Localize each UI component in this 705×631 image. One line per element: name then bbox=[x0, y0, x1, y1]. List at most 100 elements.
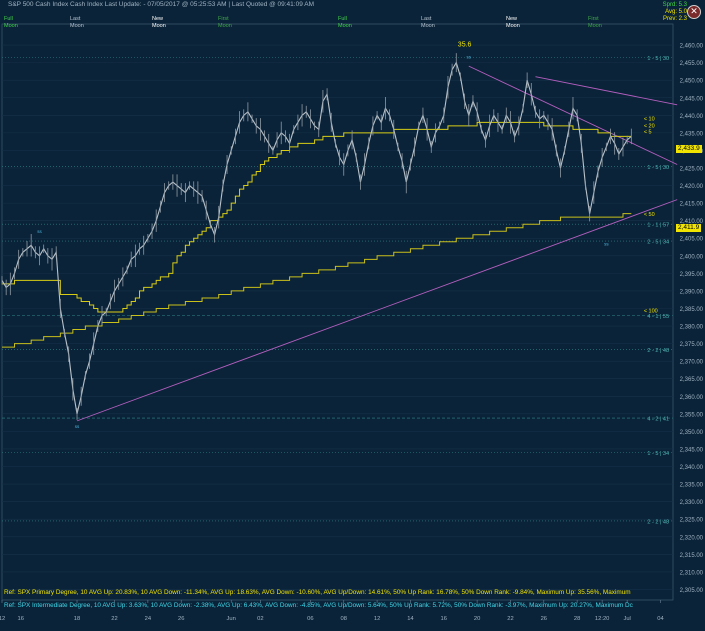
moon-phase-line2: Moon bbox=[506, 23, 520, 29]
y-tick-label: 2,305.00 bbox=[680, 588, 704, 594]
x-tick-label: 18 bbox=[74, 616, 80, 622]
y-tick-label: 2,345.00 bbox=[680, 447, 704, 453]
chart-annotation: < 100 bbox=[644, 308, 658, 314]
y-tick-label: 2,360.00 bbox=[680, 395, 704, 401]
y-tick-label: 2,340.00 bbox=[680, 465, 704, 471]
level-label: 1 - 5 | 30 bbox=[647, 165, 669, 171]
level-label: 1 - 5 | 30 bbox=[647, 56, 669, 62]
moon-phase-line2: Moon bbox=[218, 23, 232, 29]
close-icon[interactable]: ✕ bbox=[687, 5, 701, 19]
y-tick-label: 2,365.00 bbox=[680, 377, 704, 383]
y-tick-label: 2,375.00 bbox=[680, 342, 704, 348]
chart-annotation: < 5 bbox=[644, 130, 652, 136]
y-tick-label: 2,440.00 bbox=[680, 114, 704, 120]
y-tick-label: 2,415.00 bbox=[680, 202, 704, 208]
y-tick-label: 2,350.00 bbox=[680, 430, 704, 436]
moon-phase-line2: Moon bbox=[588, 23, 602, 29]
moon-phase-line1: Full bbox=[338, 16, 347, 22]
pivot-marker: ss bbox=[467, 54, 472, 59]
y-tick-label: 2,450.00 bbox=[680, 79, 704, 85]
moon-phase-label: Full Moon bbox=[4, 16, 18, 30]
level-label: 2 - 2 | 48 bbox=[647, 519, 669, 525]
x-tick-label: 02 bbox=[257, 616, 263, 622]
x-tick-label: 20 bbox=[474, 616, 480, 622]
chart-annotation: < 50 bbox=[644, 212, 655, 218]
moon-phase-label: New Moon bbox=[506, 16, 520, 30]
x-tick-label: 28 bbox=[574, 616, 580, 622]
y-tick-label: 2,445.00 bbox=[680, 96, 704, 102]
moon-phase-line1: New bbox=[506, 16, 518, 22]
y-tick-label: 2,335.00 bbox=[680, 483, 704, 489]
moon-phase-label: Full Moon bbox=[338, 16, 352, 30]
trendline bbox=[535, 76, 678, 106]
x-tick-label: 08 bbox=[341, 616, 347, 622]
y-tick-label: 2,455.00 bbox=[680, 61, 704, 67]
moon-phase-line1: First bbox=[588, 16, 599, 22]
moon-phase-line1: Last bbox=[70, 16, 81, 22]
level-label: 2 - 5 | 34 bbox=[647, 240, 669, 246]
primary-degree-reference: Ref: SPX Primary Degree, 10 AVG Up: 20.8… bbox=[4, 589, 631, 596]
previous-stat: Prev: 2.3 bbox=[662, 16, 687, 22]
moon-phase-label: Last Moon bbox=[421, 16, 435, 30]
moon-phase-line1: Last bbox=[421, 16, 432, 22]
chart-annotation: 35.6 bbox=[458, 42, 472, 49]
x-tick-label: Jul bbox=[623, 616, 630, 622]
moon-phase-line2: Moon bbox=[70, 23, 84, 29]
x-tick-label: 12:20 bbox=[595, 616, 610, 622]
x-tick-label: 04 bbox=[657, 616, 664, 622]
moon-phase-line2: Moon bbox=[421, 23, 435, 29]
y-tick-label: 2,320.00 bbox=[680, 535, 704, 541]
pivot-marker: ss bbox=[37, 229, 42, 234]
ma20-line bbox=[2, 121, 632, 313]
x-tick-label: Jun bbox=[227, 616, 236, 622]
moon-phase-label: Last Moon bbox=[70, 16, 84, 30]
ma50-line bbox=[2, 213, 632, 348]
pivot-marker: ss bbox=[604, 242, 609, 247]
y-tick-label: 2,330.00 bbox=[680, 500, 704, 506]
level-label: 4 - 2 | 41 bbox=[647, 417, 669, 423]
level-label: 4 - 1 | 55 bbox=[647, 314, 669, 320]
trendline bbox=[76, 199, 678, 422]
chart-header: S&P 500 Cash Index Cash Index Last Updat… bbox=[8, 1, 315, 8]
y-tick-label: 2,385.00 bbox=[680, 307, 704, 313]
x-tick-label: 22 bbox=[111, 616, 117, 622]
y-tick-label: 2,420.00 bbox=[680, 184, 704, 190]
y-tick-label: 2,425.00 bbox=[680, 167, 704, 173]
chart-annotation: < 20 bbox=[644, 124, 655, 130]
last-price-tag: 2,433.9 bbox=[676, 145, 702, 153]
x-tick-label: 26 bbox=[541, 616, 547, 622]
level-label: 1 - 1 | 57 bbox=[647, 223, 669, 229]
pivot-marker: ss bbox=[75, 424, 80, 429]
x-tick-label: 16 bbox=[441, 616, 447, 622]
moon-phase-label: First Moon bbox=[588, 16, 602, 30]
y-tick-label: 2,460.00 bbox=[680, 44, 704, 50]
intermediate-degree-reference: Ref: SPX Intermediate Degree, 10 AVG Up:… bbox=[4, 602, 633, 609]
y-tick-label: 2,435.00 bbox=[680, 131, 704, 137]
moon-phase-line1: New bbox=[152, 16, 164, 22]
ma50-price-tag: 2,411.9 bbox=[676, 224, 702, 232]
y-tick-label: 2,390.00 bbox=[680, 289, 704, 295]
x-tick-label: 12 bbox=[374, 616, 380, 622]
x-tick-label: 24 bbox=[145, 616, 152, 622]
chart-annotation: < 10 bbox=[644, 116, 655, 122]
y-tick-label: 2,405.00 bbox=[680, 237, 704, 243]
moon-phase-line2: Moon bbox=[338, 23, 352, 29]
y-tick-label: 2,325.00 bbox=[680, 518, 704, 524]
moon-phase-line2: Moon bbox=[152, 23, 166, 29]
x-tick-label: 22 bbox=[507, 616, 513, 622]
average-stat: Avg: 5.0 bbox=[665, 9, 687, 15]
moon-phase-label: New Moon bbox=[152, 16, 166, 30]
y-tick-label: 2,410.00 bbox=[680, 219, 704, 225]
moon-phase-label: First Moon bbox=[218, 16, 232, 30]
level-label: 2 - 2 | 48 bbox=[647, 348, 669, 354]
x-tick-label: 06 bbox=[307, 616, 313, 622]
y-tick-label: 2,400.00 bbox=[680, 254, 704, 260]
x-tick-label: 12 bbox=[0, 616, 5, 622]
y-tick-label: 2,315.00 bbox=[680, 553, 704, 559]
y-tick-label: 2,395.00 bbox=[680, 272, 704, 278]
moon-phase-line1: Full bbox=[4, 16, 13, 22]
y-tick-label: 2,355.00 bbox=[680, 412, 704, 418]
plot-frame bbox=[1, 23, 674, 601]
